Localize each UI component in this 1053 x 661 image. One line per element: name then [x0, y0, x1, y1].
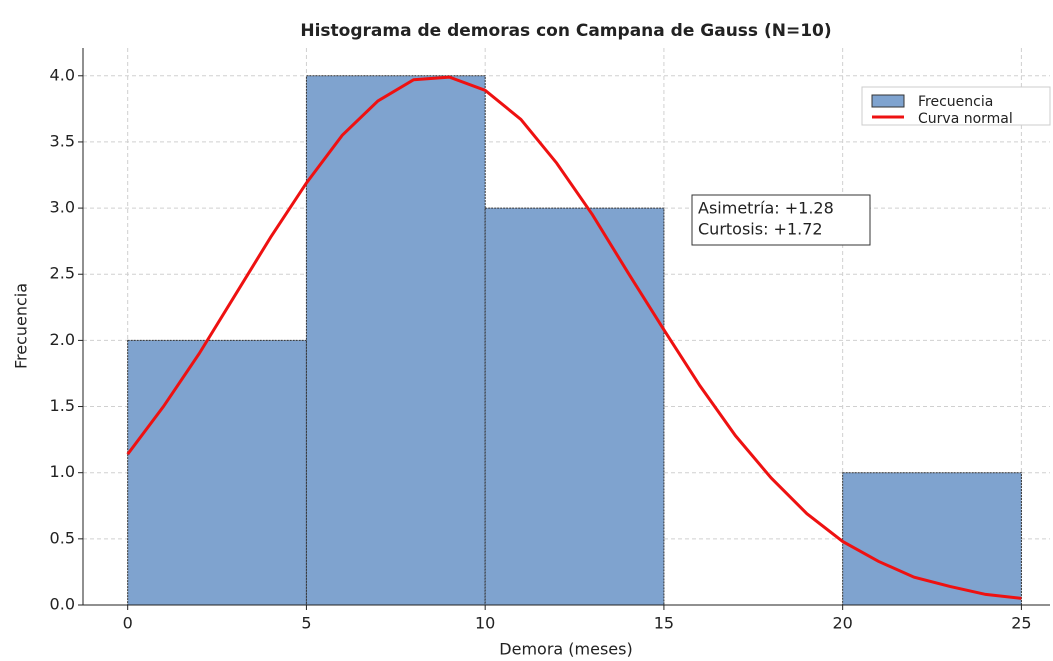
annotation-text: Curtosis: +1.72 [698, 220, 823, 239]
y-tick-label: 1.0 [50, 462, 75, 481]
histogram-bar [305, 75, 486, 606]
y-tick-label: 1.5 [50, 396, 75, 415]
chart-title: Histograma de demoras con Campana de Gau… [300, 21, 831, 41]
x-tick-label: 10 [475, 614, 495, 633]
legend-swatch [871, 94, 905, 108]
x-tick-label: 25 [1011, 614, 1031, 633]
y-axis-label: Frecuencia [12, 283, 31, 369]
legend-frame [861, 86, 1051, 126]
normal-curve [126, 75, 1022, 600]
y-tick-label: 0.0 [50, 595, 75, 614]
y-tick-label: 3.0 [50, 198, 75, 217]
y-tick-label: 2.0 [50, 330, 75, 349]
legend-label: Curva normal [918, 111, 1013, 127]
y-tick-label: 3.5 [50, 131, 75, 150]
x-tick-label: 15 [654, 614, 674, 633]
annotation-box: Asimetría: +1.28 Curtosis: +1.72 [691, 194, 871, 246]
annotation-frame [691, 194, 871, 246]
y-tick-label: 2.5 [50, 264, 75, 283]
x-tick-label: 5 [301, 614, 311, 633]
x-tick-label: 20 [832, 614, 852, 633]
histogram-bar [842, 472, 1022, 606]
y-tick-label: 4.0 [50, 65, 75, 84]
y-tick-label: 0.5 [50, 528, 75, 547]
legend-label: Frecuencia [918, 94, 993, 110]
histogram-bar [484, 207, 665, 606]
x-tick-label: 0 [123, 614, 133, 633]
histogram-bar [127, 339, 307, 606]
annotation-text: Asimetría: +1.28 [698, 199, 834, 218]
x-axis-label: Demora (meses) [499, 640, 632, 659]
